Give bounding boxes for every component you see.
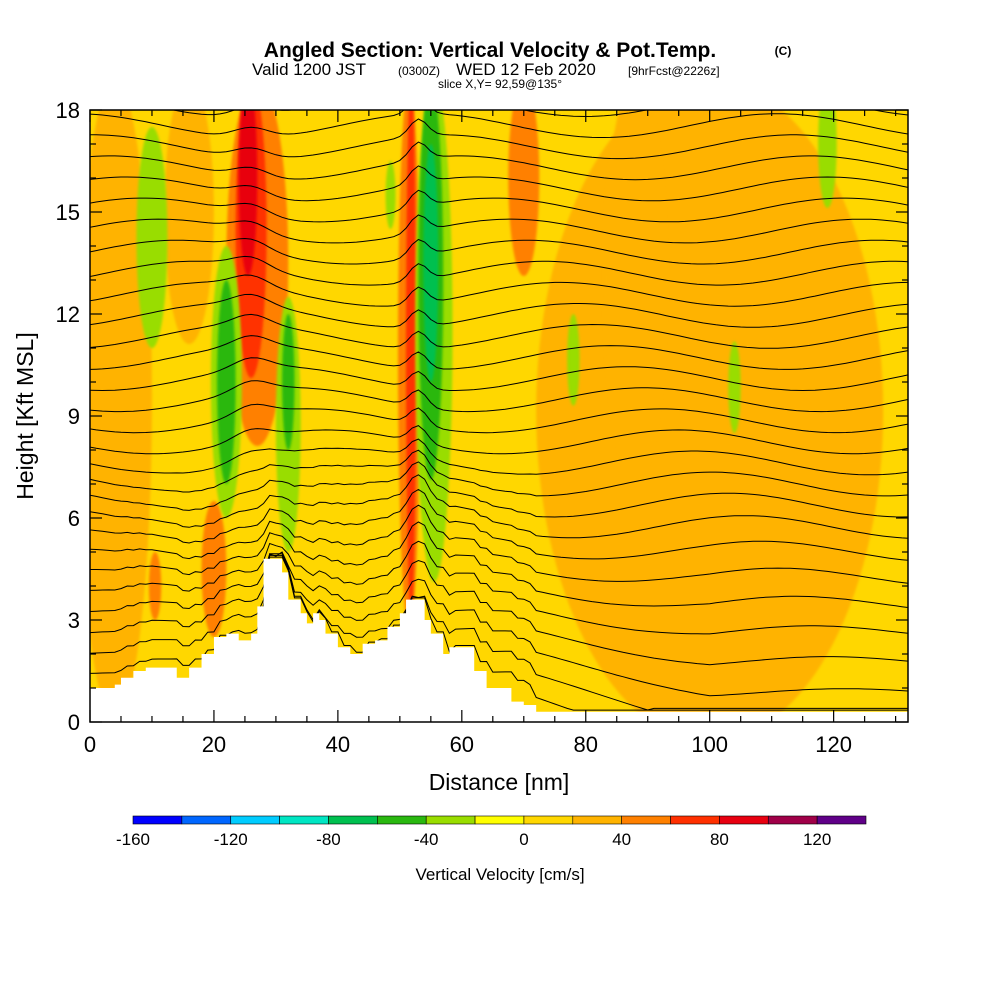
colorbar-tick-label: -40 <box>414 830 439 849</box>
velocity-cell <box>282 314 295 450</box>
isentrope-line <box>90 556 908 711</box>
isentrope-line <box>90 313 908 349</box>
isentrope-line <box>90 274 908 307</box>
isentrope-line <box>90 293 908 328</box>
velocity-cell <box>604 110 667 480</box>
x-tick-label: 60 <box>450 732 474 757</box>
isentrope-line <box>90 189 908 223</box>
velocity-cell <box>567 314 580 406</box>
terrain <box>90 558 908 722</box>
velocity-cell <box>385 161 396 229</box>
isentrope-contours <box>90 110 908 711</box>
colorbar-bin <box>279 815 329 825</box>
colorbar-bin <box>377 815 427 825</box>
subtitle-valid: Valid 1200 JST <box>252 60 366 79</box>
subtitle-date: WED 12 Feb 2020 <box>456 60 596 79</box>
isentrope-line <box>90 214 908 244</box>
y-tick-label: 15 <box>56 200 80 225</box>
isentrope-line <box>90 551 908 666</box>
velocity-cell <box>508 110 540 276</box>
isentrope-line <box>90 438 908 476</box>
isentrope-line <box>90 335 908 370</box>
colorbar-bin <box>621 815 671 825</box>
velocity-cell <box>201 501 227 637</box>
plot-area <box>90 110 908 722</box>
velocity-cell <box>818 110 837 208</box>
isentrope-line <box>90 540 908 635</box>
isentrope-line <box>90 553 908 697</box>
velocity-cell <box>164 110 214 344</box>
colorbar-bin <box>474 815 525 825</box>
isentrope-line <box>90 504 908 584</box>
colorbar-bin <box>767 815 818 825</box>
isentrope-line <box>90 165 908 202</box>
colorbar-tick-label: 80 <box>710 830 729 849</box>
isentrope-line <box>90 141 908 181</box>
isentrope-line <box>90 255 908 286</box>
subtitle-utc: (0300Z) <box>398 64 440 78</box>
velocity-cell <box>136 127 168 348</box>
isentrope-line <box>90 449 908 497</box>
copyright-mark: (C) <box>775 44 792 58</box>
isentrope-line <box>90 237 908 265</box>
velocity-cell <box>406 110 416 616</box>
colorbar-bin <box>816 815 867 825</box>
axes: 0 20 40 60 80 100 120 0 3 6 9 12 15 18 <box>56 98 908 757</box>
isentrope-line <box>90 380 908 413</box>
velocity-cell <box>728 341 741 433</box>
slice-info: slice X,Y= 92,59@135° <box>438 77 562 91</box>
isentrope-line <box>90 118 908 160</box>
isentrope-line <box>90 425 908 455</box>
isentrope-line <box>90 461 908 518</box>
isentrope-line <box>90 554 908 711</box>
isentrope-line <box>171 110 908 118</box>
y-tick-label: 12 <box>56 302 80 327</box>
colorbar-tick-label: -120 <box>214 830 248 849</box>
colorbar-bin <box>425 815 476 825</box>
velocity-cell <box>238 110 258 276</box>
colorbar-bin <box>670 815 720 825</box>
x-tick-label: 20 <box>202 732 226 757</box>
y-axis-label: Height [Kft MSL] <box>12 332 38 499</box>
isentrope-line <box>90 488 908 561</box>
colorbar-title: Vertical Velocity [cm/s] <box>415 865 584 884</box>
colorbar-tick-label: -160 <box>116 830 150 849</box>
colorbar-tick-label: -80 <box>316 830 341 849</box>
x-tick-label: 80 <box>574 732 598 757</box>
isentrope-line <box>90 474 908 539</box>
y-tick-label: 9 <box>68 404 80 429</box>
x-tick-label: 0 <box>84 732 96 757</box>
colorbar-bin <box>181 815 232 825</box>
colorbar-bin <box>328 815 378 825</box>
isentrope-line <box>90 521 908 608</box>
isentrope-line <box>90 403 908 434</box>
colorbar-bin <box>719 815 769 825</box>
velocity-cell <box>148 552 162 620</box>
velocity-cell <box>217 280 236 484</box>
x-tick-label: 100 <box>691 732 728 757</box>
y-tick-label: 6 <box>68 506 80 531</box>
colorbar-tick-label: 0 <box>519 830 528 849</box>
isentrope-line <box>90 357 908 392</box>
x-tick-label: 40 <box>326 732 350 757</box>
colorbar-tick-label: 40 <box>612 830 631 849</box>
x-axis-label: Distance [nm] <box>429 769 570 795</box>
colorbar-bin <box>523 815 574 825</box>
colorbar-bin <box>132 815 183 825</box>
colorbar: -160 -120 -80 -40 0 40 80 120 <box>116 815 867 849</box>
colorbar-bin <box>572 815 622 825</box>
velocity-cell <box>423 144 439 382</box>
colorbar-bin <box>230 815 280 825</box>
velocity-cell <box>90 110 152 718</box>
y-tick-label: 18 <box>56 98 80 123</box>
subtitle-forecast: [9hrFcst@2226z] <box>628 64 720 78</box>
y-tick-label: 0 <box>68 710 80 735</box>
colorbar-tick-label: 120 <box>803 830 831 849</box>
chart-title: Angled Section: Vertical Velocity & Pot.… <box>264 39 716 62</box>
y-tick-label: 3 <box>68 608 80 633</box>
x-tick-label: 120 <box>815 732 852 757</box>
subtitle: Valid 1200 JST (0300Z) WED 12 Feb 2020 [… <box>252 60 720 79</box>
